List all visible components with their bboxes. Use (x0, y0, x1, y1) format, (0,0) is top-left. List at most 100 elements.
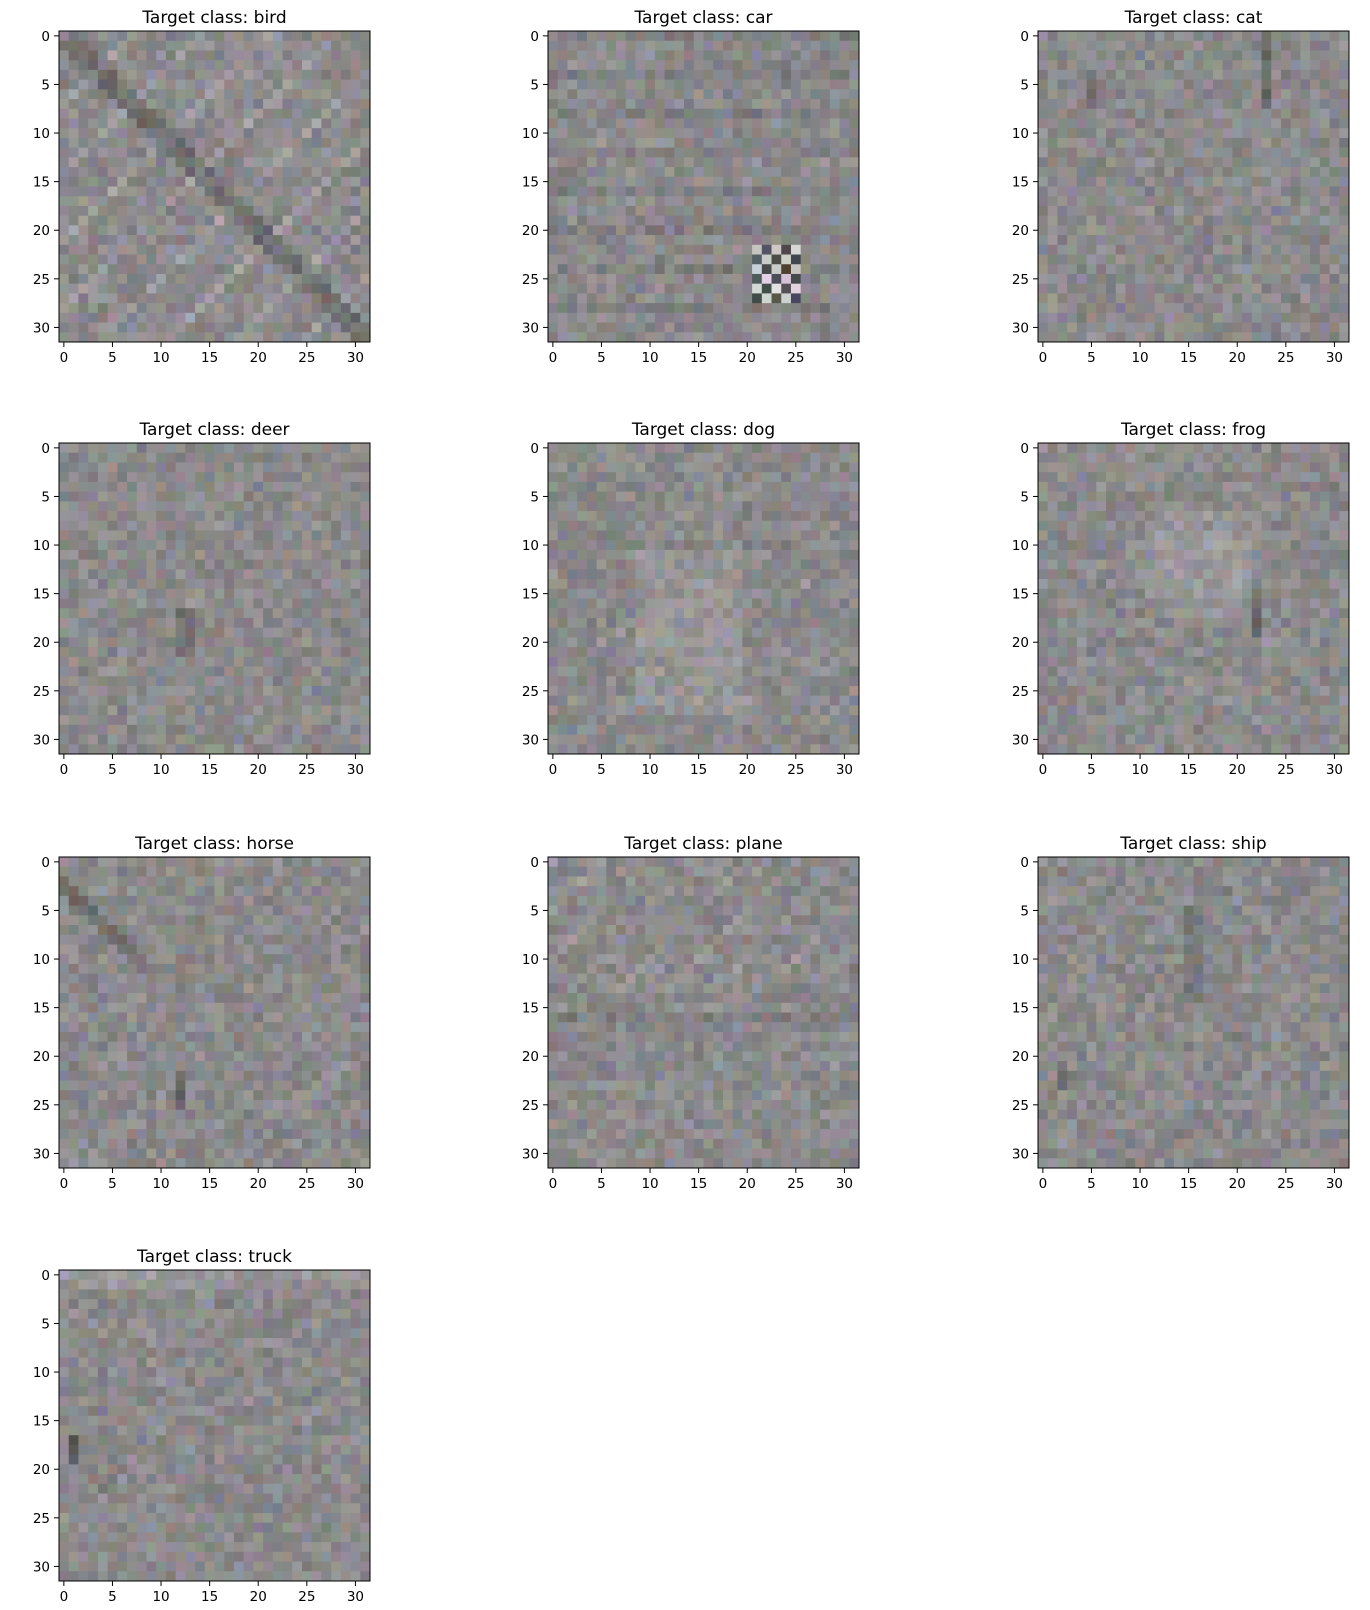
pixel-cell (839, 254, 850, 265)
pixel-cell (59, 695, 70, 706)
pixel-cell (321, 50, 332, 61)
pixel-cell (185, 303, 196, 314)
pixel-cell (263, 530, 274, 541)
pixel-cell (1261, 312, 1272, 323)
pixel-cell (606, 176, 617, 187)
pixel-cell (654, 540, 666, 551)
pixel-cell (68, 540, 79, 551)
pixel-cell (635, 322, 646, 333)
pixel-cell (1232, 225, 1243, 236)
pixel-cell (243, 472, 254, 483)
pixel-cell (292, 647, 303, 658)
pixel-cell (684, 196, 695, 207)
pixel-cell (557, 254, 568, 265)
pixel-cell (78, 627, 89, 638)
pixel-cell (1193, 254, 1204, 265)
pixel-cell (1183, 235, 1194, 246)
pixel-cell (548, 128, 559, 139)
pixel-cell (214, 462, 225, 473)
pixel-cell (722, 569, 734, 580)
pixel-cell (311, 588, 322, 599)
pixel-cell (713, 637, 724, 648)
pixel-cell (1300, 215, 1311, 226)
pixel-cell (557, 264, 568, 275)
pixel-cell (674, 540, 685, 551)
pixel-cell (1135, 31, 1146, 42)
pixel-cell (664, 666, 675, 677)
pixel-cell (752, 264, 763, 275)
pixel-cell (829, 472, 840, 483)
pixel-cell (233, 79, 245, 90)
pixel-cell (127, 598, 138, 609)
pixel-cell (645, 167, 656, 178)
pixel-cell (1115, 254, 1126, 265)
pixel-cell (1125, 332, 1136, 343)
pixel-cell (360, 186, 371, 197)
pixel-cell (1144, 69, 1156, 80)
pixel-cell (321, 472, 332, 483)
pixel-cell (557, 283, 568, 294)
pixel-cell (185, 598, 196, 609)
pixel-cell (1086, 167, 1097, 178)
pixel-cell (1047, 167, 1058, 178)
pixel-cell (146, 647, 157, 658)
pixel-cell (59, 225, 70, 236)
pixel-cell (586, 511, 597, 522)
x-tick-label: 30 (836, 350, 853, 366)
pixel-cell (233, 40, 245, 51)
pixel-cell (1164, 31, 1175, 42)
pixel-cell (829, 273, 840, 285)
pixel-cell (771, 89, 782, 100)
pixel-cell (635, 312, 646, 323)
pixel-cell (185, 452, 196, 463)
pixel-cell (360, 656, 371, 667)
pixel-cell (117, 511, 128, 522)
pixel-cell (703, 443, 714, 454)
pixel-cell (1144, 128, 1156, 139)
pixel-cell (645, 579, 656, 590)
pixel-cell (849, 50, 860, 61)
pixel-cell (1290, 235, 1301, 246)
pixel-cell (752, 273, 763, 285)
pixel-cell (684, 332, 695, 343)
pixel-cell (703, 588, 714, 599)
pixel-cell (97, 549, 108, 561)
pixel-cell (810, 588, 821, 599)
pixel-cell (331, 549, 342, 561)
pixel-cell (616, 462, 627, 473)
pixel-cell (360, 69, 371, 80)
pixel-cell (1067, 69, 1078, 80)
pixel-cell (175, 254, 186, 265)
pixel-cell (68, 647, 79, 658)
pixel-cell (1329, 273, 1340, 285)
pixel-cell (606, 303, 617, 314)
pixel-cell (1135, 332, 1146, 343)
pixel-cell (625, 167, 636, 178)
pixel-cell (1154, 128, 1165, 139)
pixel-cell (567, 118, 578, 129)
pixel-cell (752, 235, 763, 246)
pixel-cell (567, 108, 578, 119)
pixel-cell (88, 569, 99, 580)
pixel-cell (820, 452, 831, 463)
pixel-cell (722, 167, 734, 178)
pixel-cell (674, 579, 685, 590)
pixel-cell (577, 540, 588, 551)
pixel-cell (136, 656, 147, 667)
pixel-cell (664, 472, 675, 483)
pixel-cell (1154, 79, 1165, 90)
x-tick-label: 5 (597, 350, 606, 366)
pixel-cell (790, 118, 802, 129)
pixel-cell (761, 167, 772, 178)
pixel-cell (1280, 69, 1292, 80)
pixel-cell (360, 695, 371, 706)
pixel-cell (790, 322, 802, 333)
pixel-cell (185, 264, 196, 275)
pixel-cell (1125, 283, 1136, 294)
pixel-cell (146, 715, 157, 726)
pixel-cell (175, 549, 186, 561)
pixel-cell (146, 443, 157, 454)
pixel-cell (272, 647, 283, 658)
pixel-cell (1038, 225, 1049, 236)
pixel-cell (684, 273, 695, 285)
